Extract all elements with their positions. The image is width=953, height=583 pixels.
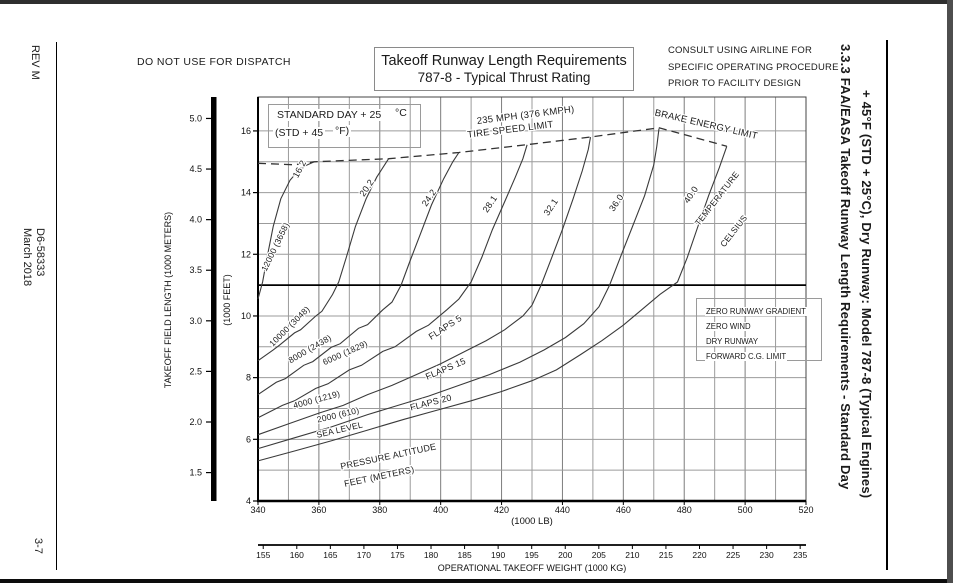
curve-sea-level-40-0-C — [257, 146, 728, 462]
lb-tick-label: 420 — [494, 505, 509, 515]
kg-tick-label: 155 — [256, 550, 270, 560]
chart-annotation: PRESSURE ALTITUDE — [339, 441, 437, 471]
lb-tick-label: 460 — [616, 505, 631, 515]
feet-tick-label: 14 — [241, 188, 251, 198]
meters-axis-bar — [211, 97, 217, 501]
condition-line1: STANDARD DAY + 25 — [275, 109, 384, 121]
chart-annotation: 28.1 — [481, 193, 500, 214]
lb-tick-label: 400 — [433, 505, 448, 515]
legend-item: DRY RUNWAY — [705, 337, 760, 346]
kg-tick-label: 215 — [659, 550, 673, 560]
kg-tick-label: 185 — [457, 550, 471, 560]
page-edge-right — [947, 0, 953, 583]
y-axis-feet-title: (1000 FEET) — [222, 274, 232, 326]
chart-annotation: BRAKE ENERGY LIMIT — [654, 108, 759, 142]
lb-tick-label: 480 — [677, 505, 692, 515]
left-margin-rule — [56, 42, 57, 570]
right-margin-rule — [886, 40, 888, 570]
lb-tick-label: 340 — [250, 505, 265, 515]
x-axis-kg-title: OPERATIONAL TAKEOFF WEIGHT (1000 KG) — [438, 563, 627, 573]
kg-tick-label: 230 — [760, 550, 774, 560]
lb-tick-label: 380 — [372, 505, 387, 515]
chart-subtitle: 787-8 - Typical Thrust Rating — [417, 69, 591, 85]
chart-annotation: 32.1 — [542, 197, 561, 218]
lb-tick-label: 500 — [738, 505, 753, 515]
curve-8000-ft-2438-m-24-2-C — [257, 152, 460, 396]
consult-note-line: SPECIFIC OPERATING PROCEDURE — [668, 61, 839, 73]
kg-tick-label: 165 — [323, 550, 337, 560]
meters-tick-label: 1.5 — [189, 468, 202, 478]
limit-line — [257, 127, 727, 166]
kg-tick-label: 200 — [558, 550, 572, 560]
condition-line2-unit: °F) — [333, 125, 352, 137]
curve-4000-ft-1219-m-32-1-C — [257, 137, 592, 436]
consult-note-line: PRIOR TO FACILITY DESIGN — [668, 78, 802, 89]
kg-tick-label: 190 — [491, 550, 505, 560]
kg-tick-label: 170 — [357, 550, 371, 560]
legend-item: ZERO RUNWAY GRADIENT — [705, 307, 807, 316]
lb-tick-label: 440 — [555, 505, 570, 515]
kg-tick-label: 225 — [726, 550, 740, 560]
chart-annotation: 4000 (1219) — [292, 388, 341, 410]
curve-10000-ft-3048-m-20-2-C — [257, 158, 390, 362]
legend-item: ZERO WIND — [705, 322, 752, 331]
lb-tick-label: 360 — [311, 505, 326, 515]
y-axis-meters-title: TAKEOFF FIELD LENGTH (1000 METERS) — [163, 212, 173, 388]
meters-tick-label: 3.5 — [189, 265, 202, 275]
feet-tick-label: 4 — [246, 496, 251, 506]
chart-title-box: Takeoff Runway Length Requirements 787-8… — [374, 47, 634, 91]
kg-tick-label: 210 — [625, 550, 639, 560]
feet-tick-label: 16 — [241, 126, 251, 136]
consult-note-line: CONSULT USING AIRLINE FOR — [668, 45, 813, 56]
chart-annotation: 12000 (3658) — [259, 221, 291, 273]
meters-tick-label: 4.0 — [189, 215, 202, 225]
curve-2000-ft-610-m-36-0-C — [257, 128, 660, 450]
meters-tick-label: 4.5 — [189, 164, 202, 174]
chart-annotation: 20.2 — [357, 177, 376, 198]
chart-legend: ZERO RUNWAY GRADIENT ZERO WIND DRY RUNWA… — [696, 298, 822, 361]
meters-tick-label: 2.5 — [189, 366, 202, 376]
condition-line2: (STD + 45 — [273, 127, 326, 139]
meters-tick-label: 3.0 — [189, 316, 202, 326]
consult-note: CONSULT USING AIRLINE FOR SPECIFIC OPERA… — [668, 43, 839, 93]
kg-tick-label: 235 — [793, 550, 807, 560]
kg-tick-label: 220 — [692, 550, 706, 560]
chart-annotation: CELSIUS — [718, 213, 749, 249]
page-edge-top — [0, 0, 953, 4]
chart-title: Takeoff Runway Length Requirements — [381, 52, 627, 69]
curve-6000-ft-1829-m-28-1-C — [257, 144, 528, 419]
curve-12000-ft-3658-m-16-2-C — [257, 161, 315, 300]
legend-item: FORWARD C.G. LIMIT — [705, 352, 788, 361]
lb-tick-label: 520 — [798, 505, 813, 515]
chart-annotation: FLAPS 5 — [427, 313, 464, 342]
dispatch-warning: DO NOT USE FOR DISPATCH — [137, 56, 291, 68]
kg-tick-label: 175 — [390, 550, 404, 560]
x-axis-lb-title: (1000 LB) — [511, 516, 553, 527]
chart-annotation: TEMPERATURE — [693, 169, 741, 227]
chart-annotation: 24.2 — [420, 187, 439, 208]
feet-tick-label: 8 — [246, 373, 251, 383]
meters-tick-label: 2.0 — [189, 417, 202, 427]
condition-line1-unit: °C — [393, 107, 409, 119]
meters-tick-label: 5.0 — [189, 113, 202, 123]
kg-tick-label: 195 — [525, 550, 539, 560]
chart-annotation: 36.0 — [607, 192, 626, 213]
feet-tick-label: 6 — [246, 434, 251, 444]
kg-tick-label: 160 — [290, 550, 304, 560]
feet-tick-label: 12 — [241, 249, 251, 259]
feet-tick-label: 10 — [241, 311, 251, 321]
condition-box: STANDARD DAY + 25 °C (STD + 45 °F) — [268, 104, 421, 148]
kg-tick-label: 205 — [592, 550, 606, 560]
kg-tick-label: 180 — [424, 550, 438, 560]
page-edge-bottom — [0, 579, 953, 583]
